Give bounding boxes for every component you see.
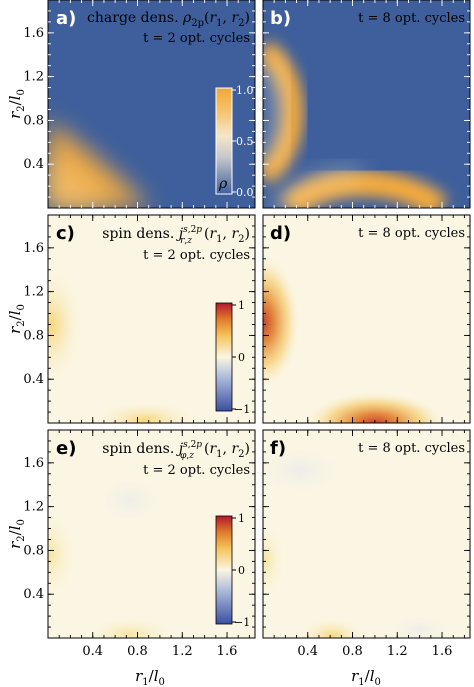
- panel-label-d: d): [270, 223, 291, 244]
- x-tick-label: 0.4: [297, 644, 318, 659]
- colorbar-c: 1 0 −1: [215, 299, 250, 416]
- subtitle-b: t = 8 opt. cycles: [358, 11, 465, 26]
- y-tick-label: 1.6: [23, 456, 44, 471]
- y-tick-label: 1.2: [23, 70, 44, 85]
- x-tick-label: 1.6: [217, 644, 238, 659]
- panel-label-b: b): [270, 8, 291, 29]
- y-tick-label: 0.4: [23, 157, 44, 172]
- y-tick-label: 1.6: [23, 26, 44, 41]
- subtitle-c: t = 2 opt. cycles: [143, 248, 250, 263]
- panel-label-a: a): [56, 8, 76, 29]
- heatmap-b: [263, 0, 470, 208]
- colorbar-a-tick-mid: 0.5: [236, 135, 254, 148]
- y-tick-label: 1.6: [23, 241, 44, 256]
- heatmap-d: [263, 215, 470, 423]
- ylabel-bottom: r2/l0: [6, 519, 27, 549]
- subtitle-e: t = 2 opt. cycles: [143, 463, 250, 478]
- panel-b: b) t = 8 opt. cycles: [262, 0, 471, 209]
- panel-c: c) spin dens. js,2p r,z (r1, r2) t = 2 opt…: [47, 214, 256, 424]
- colorbar-e: 1 0 −1: [215, 512, 250, 629]
- y-tick-label: 0.8: [23, 328, 44, 343]
- ylabel-top: r2/l0: [6, 89, 27, 119]
- axes: 0.4 0.8 1.2 1.6 0.4 0.8 1.2 1.6 0.4 0.8 1.2 1.6 0.4 0…: [23, 0, 470, 659]
- title-c: spin dens. js,2p r,z (r1, r2): [102, 225, 250, 246]
- y-tick-label: 0.8: [23, 543, 44, 558]
- subtitle-d: t = 8 opt. cycles: [358, 226, 465, 241]
- panel-label-e: e): [56, 438, 76, 459]
- colorbar-a-label: ρ: [218, 176, 228, 192]
- colorbar-a-tick-max: 1.0: [236, 84, 254, 97]
- y-tick-label: 0.8: [23, 113, 44, 128]
- panel-a: a) charge dens. ρ2p(r1, r2) t = 2 opt. c…: [47, 0, 256, 209]
- panel-f: f) t = 8 opt. cycles: [262, 429, 471, 639]
- x-tick-label: 1.6: [432, 644, 453, 659]
- x-tick-label: 0.4: [82, 644, 103, 659]
- panel-e: e) spin dens. js,2p φ,z (r1, r2) t = 2 opt…: [47, 429, 256, 639]
- y-tick-label: 1.2: [23, 285, 44, 300]
- heatmap-f: [263, 430, 470, 638]
- colorbar-c-tick-min: −1: [234, 403, 250, 416]
- ylabel-middle: r2/l0: [6, 304, 27, 334]
- colorbar-c-tick-mid: 0: [238, 351, 245, 364]
- y-tick-label: 0.4: [23, 587, 44, 602]
- subtitle-a: t = 2 opt. cycles: [143, 31, 250, 46]
- colorbar-e-tick-max: 1: [238, 512, 245, 525]
- xlabel-left: r1/l0: [135, 667, 165, 687]
- panel-label-f: f): [270, 438, 286, 459]
- xlabel-right: r1/l0: [351, 667, 381, 687]
- x-tick-label: 0.8: [342, 644, 363, 659]
- subtitle-f: t = 8 opt. cycles: [358, 441, 465, 456]
- x-tick-label: 0.8: [127, 644, 148, 659]
- colorbar-c-tick-max: 1: [238, 299, 245, 312]
- y-tick-label: 0.4: [23, 372, 44, 387]
- colorbar-e-tick-min: −1: [234, 616, 250, 629]
- title-a: charge dens. ρ2p(r1, r2): [87, 10, 250, 29]
- panel-d: d) t = 8 opt. cycles: [262, 214, 471, 424]
- colorbar-a: 1.0 0.5 0.0 ρ: [215, 84, 254, 199]
- x-tick-label: 1.2: [172, 644, 193, 659]
- panel-label-c: c): [56, 223, 75, 244]
- y-tick-label: 1.2: [23, 500, 44, 515]
- title-e: spin dens. js,2p φ,z (r1, r2): [102, 440, 250, 461]
- colorbar-e-tick-mid: 0: [238, 564, 245, 577]
- colorbar-a-tick-min: 0.0: [236, 186, 254, 199]
- x-tick-label: 1.2: [387, 644, 408, 659]
